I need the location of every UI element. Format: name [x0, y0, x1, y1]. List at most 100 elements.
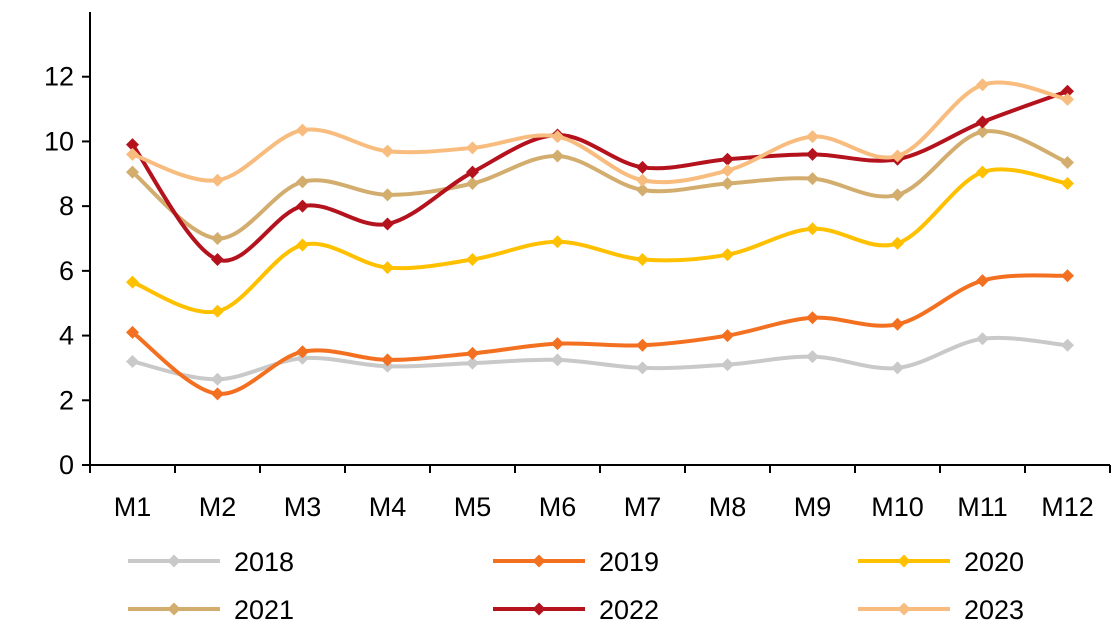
data-point-2023: [1061, 92, 1074, 106]
data-point-2023: [721, 164, 734, 178]
data-point-2020: [1061, 176, 1074, 190]
data-point-2021: [211, 232, 224, 245]
data-point-2019: [636, 338, 649, 352]
data-point-2018: [211, 372, 224, 386]
data-point-2023: [976, 78, 989, 92]
legend-label: 2023: [964, 595, 1024, 625]
series-line-2018: [132, 335, 1068, 382]
data-point-2020: [466, 253, 479, 267]
data-point-2023: [636, 173, 649, 187]
series-line-2021: [131, 129, 1069, 241]
data-point-2019: [551, 337, 564, 351]
data-point-2020: [891, 236, 904, 250]
data-point-2020: [211, 304, 224, 318]
legend-item-2020: 2020: [858, 547, 1024, 577]
x-tick-label: M9: [794, 492, 832, 522]
data-point-2021: [721, 176, 734, 190]
series-2022: [126, 84, 1074, 267]
data-point-2021: [296, 175, 309, 189]
data-point-2021: [1061, 155, 1074, 169]
x-tick-label: M8: [709, 492, 747, 522]
legend-label: 2021: [234, 595, 294, 625]
data-point-2019: [381, 353, 394, 367]
y-tick-label: 10: [44, 126, 74, 156]
x-tick-label: M7: [624, 492, 662, 522]
legend-swatch-marker: [897, 554, 911, 568]
legend-item-2022: 2022: [493, 595, 659, 625]
data-point-2019: [211, 387, 224, 401]
data-point-2020: [976, 165, 989, 179]
x-tick-label: M4: [369, 492, 407, 522]
legend-item-2019: 2019: [493, 547, 659, 577]
legend-label: 2018: [234, 547, 294, 577]
data-point-2023: [296, 123, 309, 137]
data-point-2018: [551, 353, 564, 367]
data-point-2020: [806, 222, 819, 236]
data-point-2018: [976, 332, 989, 346]
data-point-2018: [891, 361, 904, 375]
legend-item-2021: 2021: [128, 595, 294, 625]
data-point-2019: [1061, 269, 1074, 283]
data-point-2023: [211, 173, 224, 187]
legend-swatch-marker: [167, 554, 181, 568]
data-point-2022: [721, 152, 734, 166]
data-point-2021: [466, 176, 479, 190]
legend-swatch-marker: [532, 602, 546, 616]
x-tick-label: M5: [454, 492, 492, 522]
legend-label: 2019: [599, 547, 659, 577]
data-point-2022: [1061, 84, 1074, 98]
legend-swatch-marker: [897, 602, 911, 616]
data-point-2018: [466, 356, 479, 370]
x-tick-label: M2: [199, 492, 237, 522]
legend-label: 2020: [964, 547, 1024, 577]
legend-swatch-marker: [532, 554, 546, 568]
data-point-2021: [551, 149, 564, 163]
data-point-2020: [381, 261, 394, 275]
data-point-2018: [126, 354, 139, 368]
data-point-2021: [381, 188, 394, 202]
legend-item-2023: 2023: [858, 595, 1024, 625]
data-point-2021: [126, 165, 139, 179]
x-tick-label: M11: [957, 492, 1008, 522]
data-point-2018: [806, 350, 819, 364]
data-point-2022: [466, 165, 479, 179]
data-point-2020: [721, 248, 734, 262]
y-tick-label: 12: [44, 62, 74, 92]
x-tick-label: M1: [114, 492, 152, 522]
x-tick-label: M10: [871, 492, 924, 522]
data-point-2023: [806, 130, 819, 144]
data-point-2022: [636, 160, 649, 174]
data-point-2023: [466, 141, 479, 155]
series-2023: [126, 78, 1074, 187]
y-tick-label: 6: [59, 256, 74, 286]
data-point-2022: [976, 115, 989, 129]
y-tick-label: 2: [59, 385, 74, 415]
series-line-2023: [131, 80, 1068, 185]
data-point-2018: [721, 358, 734, 372]
data-point-2023: [381, 144, 394, 158]
data-point-2018: [636, 361, 649, 375]
series-line-2019: [131, 273, 1068, 396]
data-point-2019: [976, 274, 989, 288]
series-2018: [126, 332, 1074, 386]
series-2020: [126, 165, 1074, 318]
legend-label: 2022: [599, 595, 659, 625]
data-point-2021: [636, 183, 649, 197]
series-line-2020: [131, 167, 1068, 315]
y-tick-label: 8: [59, 191, 74, 221]
plot-series-layer: [126, 78, 1074, 401]
data-point-2019: [466, 346, 479, 360]
data-point-2020: [551, 235, 564, 249]
legend-swatch-marker: [167, 602, 181, 616]
data-point-2021: [891, 188, 904, 202]
data-point-2020: [296, 238, 309, 252]
data-point-2019: [721, 329, 734, 343]
y-tick-label: 0: [59, 450, 74, 480]
data-point-2022: [806, 147, 819, 161]
data-point-2020: [126, 275, 139, 289]
x-tick-label: M6: [539, 492, 577, 522]
data-point-2019: [126, 325, 139, 339]
data-point-2023: [551, 130, 564, 144]
series-2021: [126, 125, 1074, 245]
